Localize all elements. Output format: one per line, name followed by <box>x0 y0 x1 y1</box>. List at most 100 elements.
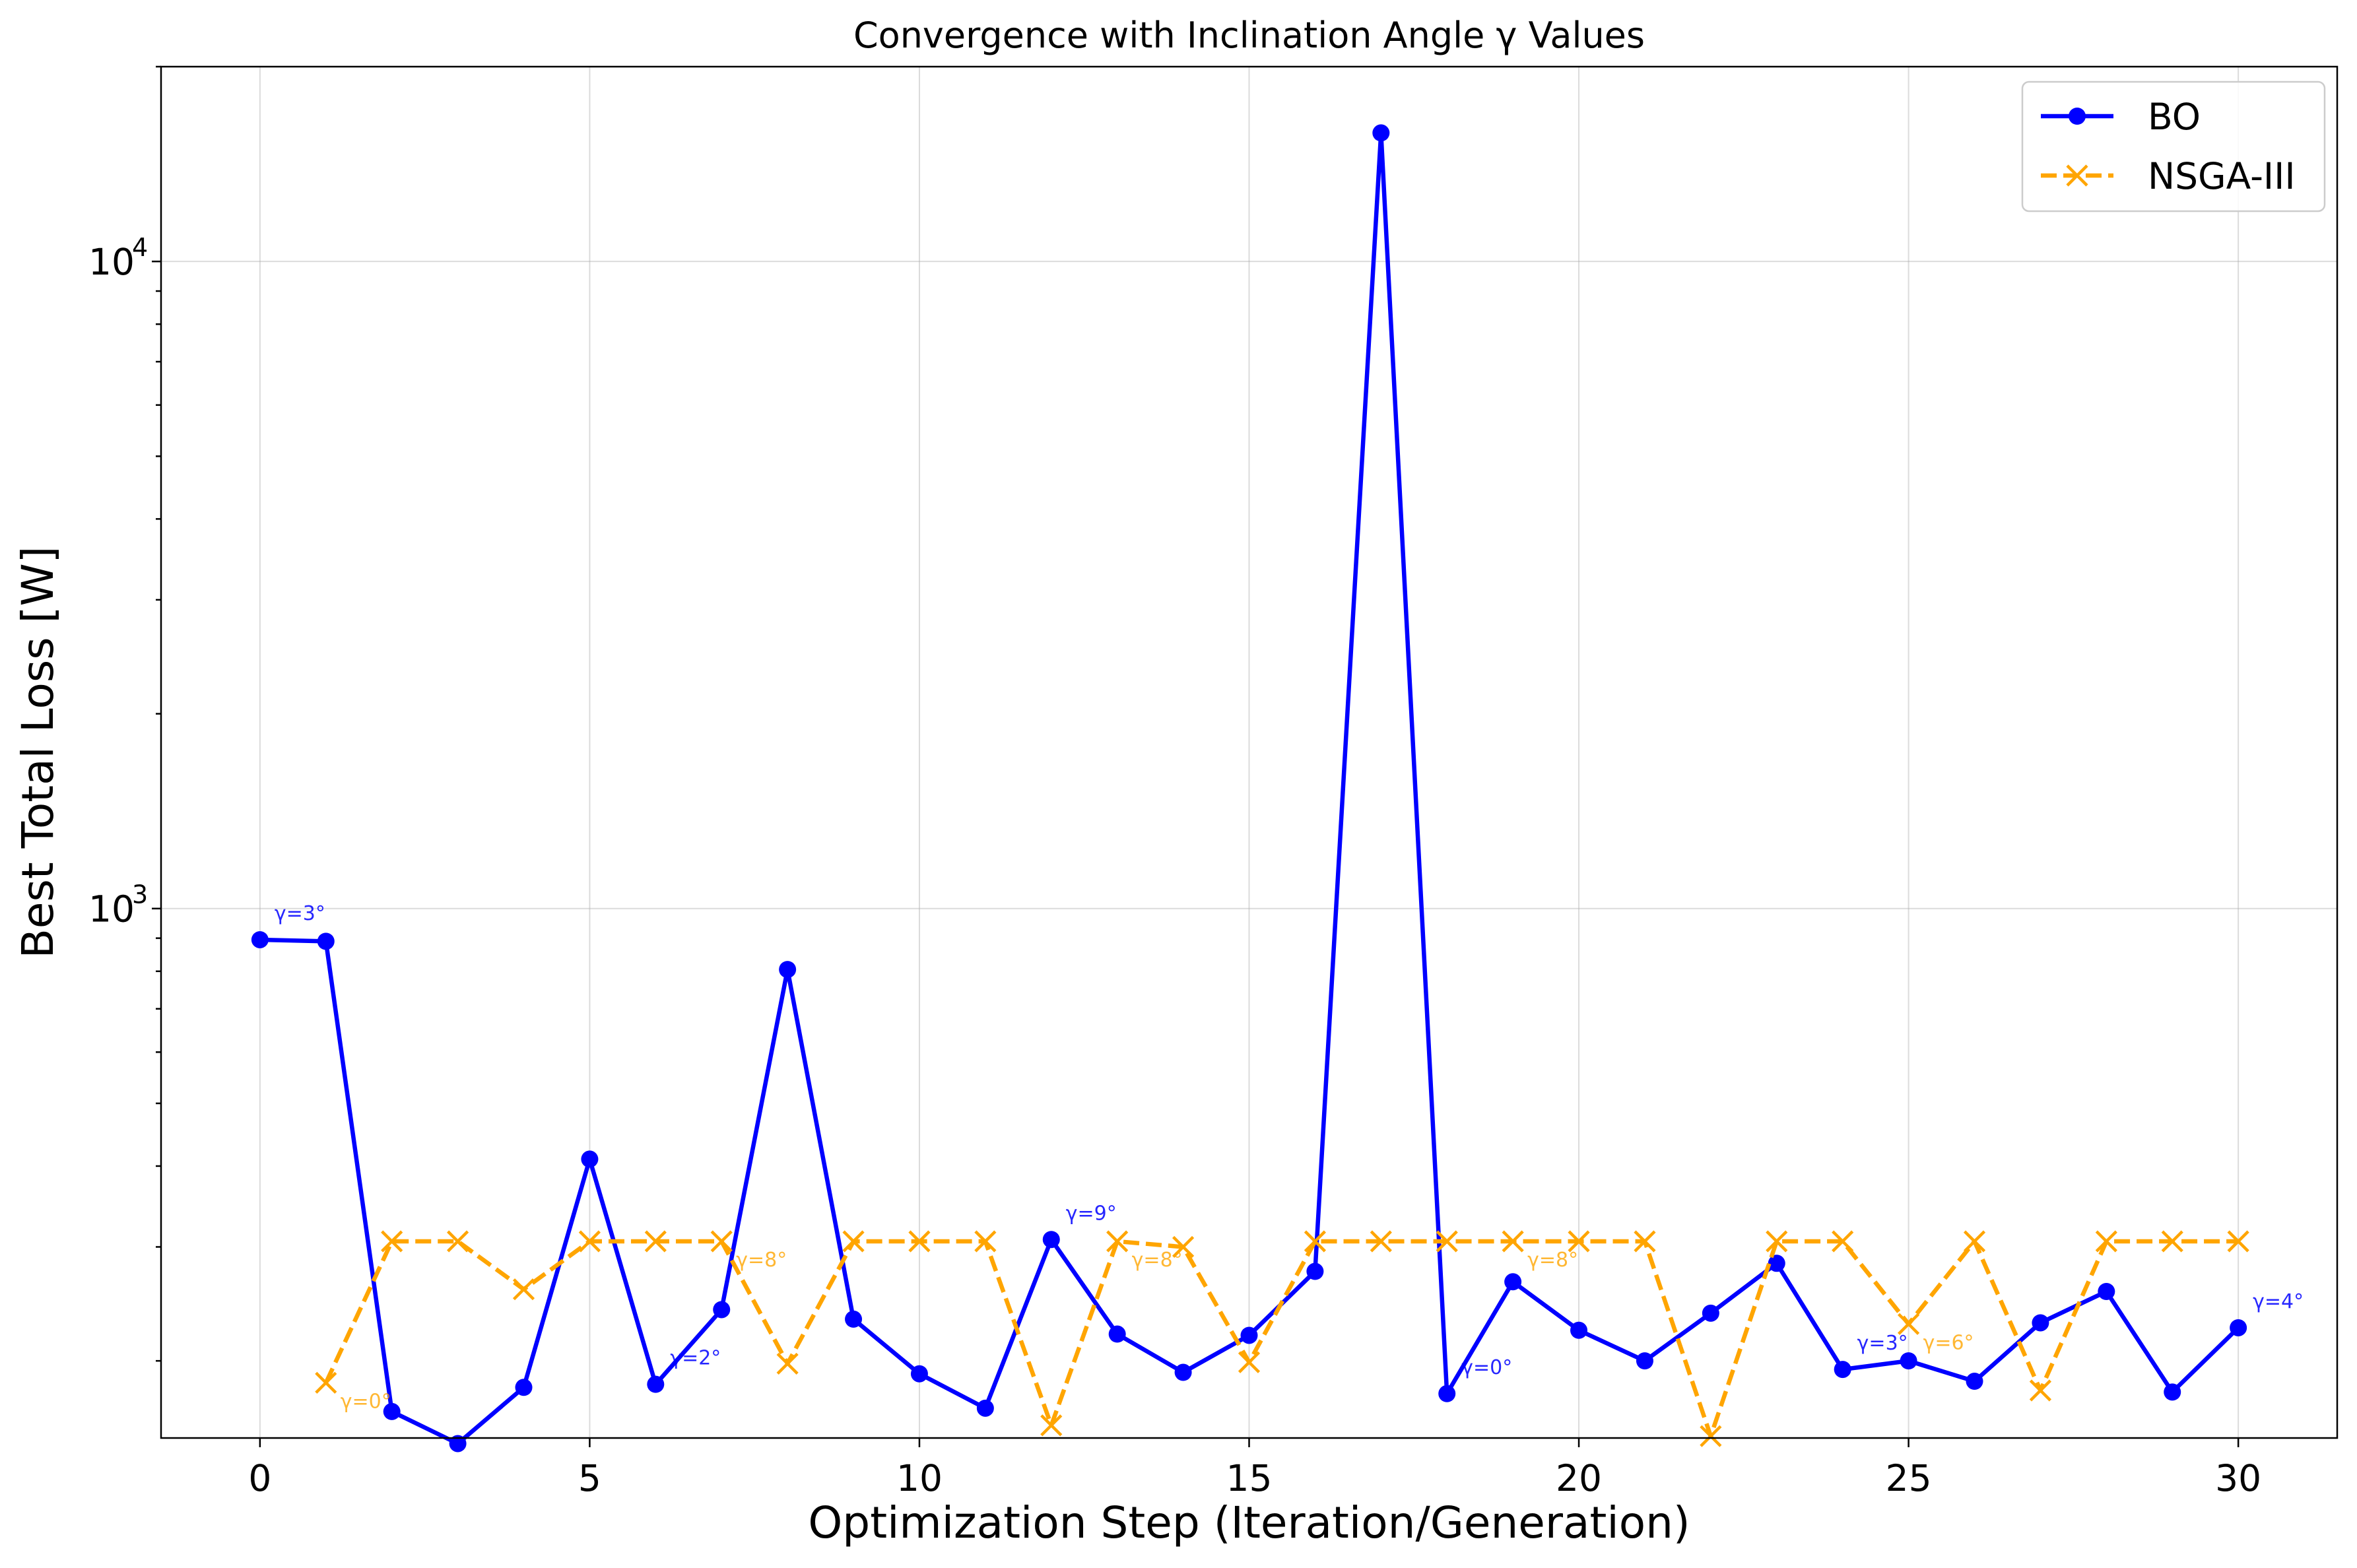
data-point <box>1304 1230 1327 1253</box>
x-tick-label: 5 <box>578 1457 601 1499</box>
data-point <box>449 1435 467 1453</box>
data-point <box>644 1230 667 1253</box>
series-bo <box>251 124 2247 1453</box>
data-point <box>908 1230 931 1253</box>
data-point <box>713 1301 731 1319</box>
data-point <box>317 932 335 950</box>
data-point <box>1174 1363 1192 1381</box>
data-point <box>1832 1230 1854 1253</box>
data-point <box>845 1310 863 1328</box>
data-point <box>2230 1319 2247 1336</box>
data-point <box>910 1365 928 1383</box>
data-point <box>1108 1325 1126 1343</box>
x-axis-label: Optimization Step (Iteration/Generation) <box>808 1497 1690 1548</box>
data-point <box>1436 1230 1458 1253</box>
data-point <box>1040 1414 1063 1437</box>
data-point <box>581 1150 599 1168</box>
point-annotation: γ=0° <box>341 1390 391 1413</box>
data-point <box>1372 124 1390 142</box>
point-annotation: γ=4° <box>2253 1290 2304 1313</box>
grid <box>161 67 2337 1438</box>
data-point <box>2029 1379 2052 1402</box>
data-point <box>1240 1326 1258 1344</box>
x-tick-label: 10 <box>896 1457 943 1499</box>
data-point <box>1900 1352 1917 1370</box>
data-point <box>383 1402 401 1420</box>
data-point <box>1438 1385 1456 1402</box>
chart-title: Convergence with Inclination Angle γ Val… <box>853 15 1645 56</box>
data-point <box>976 1399 994 1417</box>
data-point <box>251 931 269 948</box>
data-point <box>1700 1425 1722 1447</box>
x-tick-label: 15 <box>1226 1457 1273 1499</box>
data-point <box>779 961 797 979</box>
data-point <box>2227 1230 2249 1253</box>
data-point <box>2032 1314 2049 1332</box>
point-annotation: γ=0° <box>1461 1356 1512 1379</box>
legend-label: NSGA-III <box>2148 155 2296 197</box>
data-point <box>1172 1235 1195 1258</box>
x-tick-label: 20 <box>1556 1457 1602 1499</box>
data-point <box>1634 1230 1656 1253</box>
point-annotation: γ=8° <box>1527 1249 1578 1272</box>
point-annotation: γ=3° <box>275 902 325 925</box>
data-point <box>1636 1352 1653 1370</box>
data-point <box>315 1371 337 1394</box>
data-point <box>1963 1230 1986 1253</box>
data-point <box>1766 1230 1788 1253</box>
data-point <box>512 1278 535 1301</box>
series-nsga-iii <box>315 1230 2249 1447</box>
data-point <box>2095 1230 2117 1253</box>
series-line <box>323 1239 2239 1439</box>
y-tick-label-exponent: 4 <box>132 233 148 262</box>
data-point <box>1568 1230 1590 1253</box>
data-point <box>1370 1230 1392 1253</box>
data-point <box>2161 1230 2183 1253</box>
data-point <box>447 1230 469 1253</box>
data-point <box>381 1230 403 1253</box>
legend-marker <box>2069 108 2086 125</box>
x-tick-label: 30 <box>2215 1457 2261 1499</box>
x-tick-label: 0 <box>248 1457 271 1499</box>
y-axis-label: Best Total Loss [W] <box>13 546 63 959</box>
y-tick-label: 10 <box>88 241 135 283</box>
x-axis-ticks: 0 5 10 15 20 25 30 <box>248 1438 2261 1499</box>
legend-label: BO <box>2148 96 2201 138</box>
data-point <box>1238 1351 1261 1373</box>
data-point <box>1106 1230 1129 1253</box>
data-point <box>842 1230 865 1253</box>
data-point <box>710 1230 733 1253</box>
legend-marker <box>2066 164 2088 187</box>
data-point <box>647 1375 665 1393</box>
data-point <box>2164 1383 2181 1401</box>
point-annotation: γ=8° <box>736 1249 787 1272</box>
y-tick-label-exponent: 3 <box>132 880 148 909</box>
data-point <box>1966 1373 1983 1390</box>
data-point <box>776 1352 799 1375</box>
data-point <box>1834 1361 1851 1379</box>
point-annotation: γ=6° <box>1923 1331 1974 1354</box>
point-annotation: γ=3° <box>1857 1332 1908 1355</box>
point-annotation: γ=8° <box>1132 1249 1183 1272</box>
data-point <box>1702 1304 1719 1322</box>
series-layer <box>251 124 2249 1453</box>
data-point <box>515 1379 533 1396</box>
data-point <box>1570 1321 1588 1339</box>
y-tick-label: 10 <box>88 888 135 931</box>
data-point <box>1504 1273 1522 1291</box>
x-tick-label: 25 <box>1886 1457 1932 1499</box>
data-point <box>2098 1283 2115 1301</box>
point-annotation: γ=9° <box>1066 1202 1117 1225</box>
data-point <box>1042 1231 1060 1249</box>
point-annotation: γ=2° <box>670 1347 721 1370</box>
legend: BO NSGA-III <box>2021 81 2326 212</box>
data-point <box>974 1230 997 1253</box>
data-point <box>578 1230 601 1253</box>
data-point <box>1768 1255 1785 1272</box>
data-point <box>1897 1313 1920 1335</box>
data-point <box>1306 1262 1324 1280</box>
annotations-layer: γ=3° γ=2° γ=9° γ=0° γ=3° γ=4° γ=0° γ=8° γ=8° γ=8°… <box>275 902 2304 1413</box>
